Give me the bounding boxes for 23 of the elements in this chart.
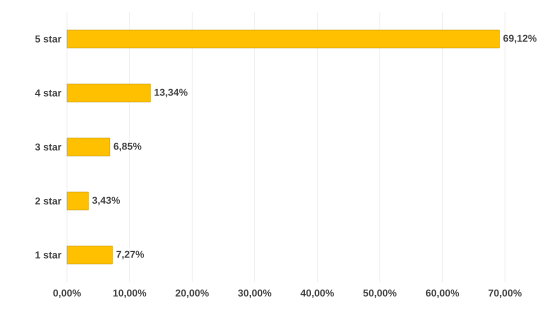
- x-tick-label: 40,00%: [300, 290, 334, 298]
- data-label: 13,34%: [154, 88, 188, 98]
- y-tick-label: 5 star: [35, 36, 62, 42]
- x-tick-label: 70,00%: [488, 290, 522, 298]
- bar: [66, 138, 110, 156]
- x-tick-label: 30,00%: [238, 290, 272, 298]
- x-tick-label: 60,00%: [426, 290, 460, 298]
- data-label: 7,27%: [116, 250, 144, 260]
- data-label: 3,43%: [92, 196, 120, 206]
- data-label: 69,12%: [503, 34, 537, 44]
- x-tick-label: 0,00%: [53, 290, 81, 298]
- bar: [66, 246, 113, 264]
- bar: [66, 30, 500, 48]
- y-tick-label: 3 star: [35, 143, 62, 151]
- bar: [66, 84, 151, 102]
- bar: [66, 192, 89, 210]
- data-label: 6,85%: [114, 142, 142, 152]
- x-tick-label: 10,00%: [113, 290, 146, 298]
- x-tick-label: 20,00%: [176, 290, 209, 298]
- y-tick-label: 2 star: [35, 197, 62, 205]
- x-tick-label: 50,00%: [363, 290, 396, 298]
- y-tick-label: 1 star: [36, 252, 62, 258]
- y-tick-label: 4 star: [35, 90, 62, 96]
